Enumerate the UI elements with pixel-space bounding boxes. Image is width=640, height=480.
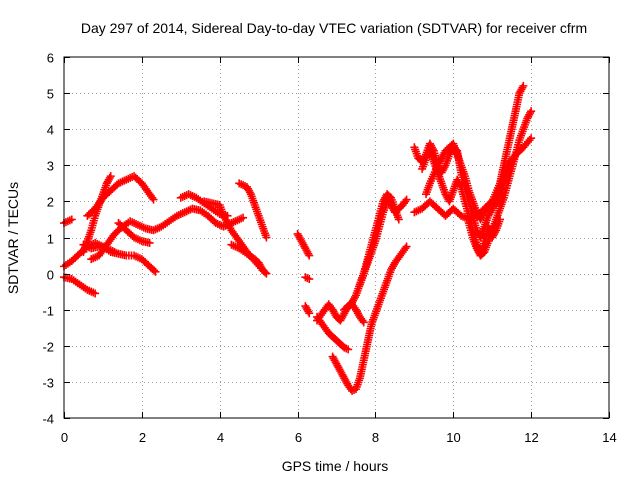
data-point bbox=[305, 309, 314, 318]
y-axis-label: SDTVAR / TECUs bbox=[5, 182, 21, 294]
x-tick-label: 0 bbox=[61, 430, 68, 445]
y-tick-label: 4 bbox=[47, 123, 54, 138]
x-tick-label: 10 bbox=[446, 430, 460, 445]
series-arc-18 bbox=[328, 242, 411, 395]
data-point bbox=[106, 172, 115, 181]
data-point bbox=[149, 195, 158, 204]
series-arc-2 bbox=[60, 273, 100, 298]
data-point bbox=[527, 134, 536, 143]
data-point bbox=[262, 269, 271, 278]
chart-title: Day 297 of 2014, Sidereal Day-to-day VTE… bbox=[81, 20, 587, 36]
series-arc-12 bbox=[235, 179, 271, 242]
data-point bbox=[151, 267, 160, 276]
data-point bbox=[145, 238, 154, 247]
y-tick-label: -2 bbox=[42, 340, 54, 355]
x-tick-label: 6 bbox=[295, 430, 302, 445]
data-point bbox=[67, 215, 76, 224]
y-tick-label: -4 bbox=[42, 412, 54, 427]
data-point bbox=[239, 213, 248, 222]
series-arc-13 bbox=[293, 229, 314, 260]
data-point bbox=[402, 242, 411, 251]
series-arc-25 bbox=[464, 215, 504, 260]
series-arc-14 bbox=[301, 273, 314, 284]
data-point bbox=[496, 215, 504, 224]
data-point bbox=[527, 107, 536, 116]
series-arc-16 bbox=[313, 312, 353, 354]
data-point bbox=[519, 81, 528, 90]
data-point bbox=[402, 195, 411, 204]
series-arc-15 bbox=[301, 302, 314, 318]
data-point bbox=[305, 251, 314, 260]
x-axis-label: GPS time / hours bbox=[282, 458, 389, 474]
series-arc-11 bbox=[227, 240, 267, 274]
data-point bbox=[91, 289, 100, 298]
x-tick-label: 2 bbox=[139, 430, 146, 445]
data-point bbox=[262, 233, 271, 242]
series-arc-20 bbox=[355, 190, 403, 289]
series-arc-24 bbox=[422, 139, 528, 224]
y-tick-label: 6 bbox=[47, 51, 54, 66]
data-point bbox=[305, 275, 314, 284]
data-point bbox=[359, 318, 368, 327]
data-point bbox=[518, 144, 527, 153]
y-tick-label: 1 bbox=[47, 232, 54, 247]
x-tick-label: 12 bbox=[524, 430, 538, 445]
data-point bbox=[394, 215, 403, 224]
data-point bbox=[258, 265, 267, 274]
y-tick-label: 5 bbox=[47, 87, 54, 102]
x-tick-label: 14 bbox=[602, 430, 616, 445]
data-point bbox=[344, 345, 353, 354]
data-point bbox=[110, 247, 119, 256]
data-points bbox=[60, 81, 536, 395]
x-tick-label: 4 bbox=[217, 430, 224, 445]
y-tick-label: -1 bbox=[42, 304, 54, 319]
x-tick-label: 8 bbox=[372, 430, 379, 445]
y-tick-label: 2 bbox=[47, 195, 54, 210]
y-tick-label: 3 bbox=[47, 159, 54, 174]
data-point bbox=[519, 143, 528, 152]
y-tick-label: 0 bbox=[47, 268, 54, 283]
y-tick-label: -3 bbox=[42, 376, 54, 391]
series-arc-8 bbox=[114, 219, 154, 247]
plot-frame bbox=[63, 56, 610, 419]
series-arc-7 bbox=[87, 204, 248, 264]
series-arc-17 bbox=[313, 300, 368, 327]
series-arc-6 bbox=[83, 172, 158, 220]
